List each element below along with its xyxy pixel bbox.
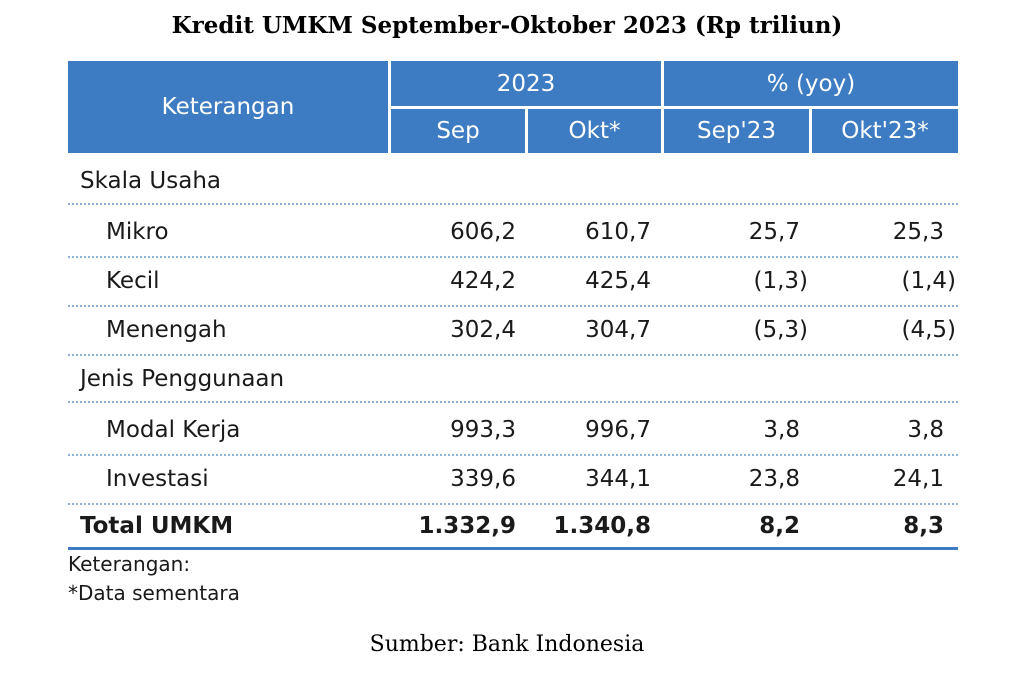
cell-yoy-okt: 3,8 [907, 416, 944, 443]
cell-okt: 996,7 [585, 416, 651, 443]
header-col-sep-label: Sep [436, 118, 480, 144]
cell-sep: 424,2 [450, 267, 516, 294]
row-label: Kecil [106, 267, 160, 294]
section-label: Skala Usaha [80, 167, 221, 194]
total-yoy-okt: 8,3 [903, 512, 944, 539]
total-yoy-sep: 8,2 [759, 512, 800, 539]
header-col-sep23-label: Sep'23 [697, 118, 776, 144]
row-label: Investasi [106, 465, 209, 492]
cell-yoy-okt: (1,4) [901, 267, 956, 294]
cell-sep: 302,4 [450, 316, 516, 343]
header-col-sep: Sep [391, 109, 525, 153]
table-row: Menengah 302,4 304,7 (5,3) (4,5) [68, 305, 958, 356]
row-label: Mikro [106, 218, 169, 245]
cell-yoy-okt: 25,3 [892, 218, 944, 245]
cell-sep: 606,2 [450, 218, 516, 245]
header-col-sep23: Sep'23 [664, 109, 809, 153]
cell-sep: 993,3 [450, 416, 516, 443]
cell-yoy-sep: (1,3) [753, 267, 808, 294]
table-row: Modal Kerja 993,3 996,7 3,8 3,8 [68, 405, 958, 456]
header-group-yoy: % (yoy) [664, 61, 958, 106]
cell-yoy-sep: 3,8 [763, 416, 800, 443]
cell-okt: 425,4 [585, 267, 651, 294]
row-label: Modal Kerja [106, 416, 241, 443]
header-col-okt: Okt* [528, 109, 661, 153]
header-col-okt23-label: Okt'23* [841, 118, 929, 144]
cell-okt: 344,1 [585, 465, 651, 492]
table-title: Kredit UMKM September-Oktober 2023 (Rp t… [171, 12, 843, 39]
notes-heading: Keterangan: [68, 552, 191, 576]
cell-okt: 610,7 [585, 218, 651, 245]
header-keterangan: Keterangan [68, 61, 388, 153]
cell-yoy-sep: 25,7 [748, 218, 800, 245]
row-label: Menengah [106, 316, 227, 343]
header-col-okt23: Okt'23* [812, 109, 958, 153]
notes-line: *Data sementara [68, 581, 240, 605]
total-row: Total UMKM 1.332,9 1.340,8 8,2 8,3 [68, 504, 958, 550]
cell-yoy-okt: 24,1 [892, 465, 944, 492]
cell-yoy-sep: (5,3) [753, 316, 808, 343]
total-okt: 1.340,8 [553, 512, 652, 539]
header-group-yoy-label: % (yoy) [766, 70, 856, 97]
section-row: Jenis Penggunaan [68, 356, 958, 403]
cell-okt: 304,7 [585, 316, 651, 343]
total-label: Total UMKM [80, 512, 234, 539]
header-group-2023: 2023 [391, 61, 661, 106]
header-col-okt-label: Okt* [568, 118, 621, 144]
cell-sep: 339,6 [450, 465, 516, 492]
cell-yoy-okt: (4,5) [901, 316, 956, 343]
section-row: Skala Usaha [68, 158, 958, 205]
table-row: Mikro 606,2 610,7 25,7 25,3 [68, 207, 958, 258]
table-row: Investasi 339,6 344,1 23,8 24,1 [68, 454, 958, 505]
table-row: Kecil 424,2 425,4 (1,3) (1,4) [68, 256, 958, 307]
source-credit: Sumber: Bank Indonesia [369, 632, 645, 657]
header-keterangan-label: Keterangan [161, 94, 295, 120]
cell-yoy-sep: 23,8 [748, 465, 800, 492]
header-group-2023-label: 2023 [496, 70, 556, 97]
section-label: Jenis Penggunaan [80, 365, 285, 392]
total-sep: 1.332,9 [418, 512, 517, 539]
